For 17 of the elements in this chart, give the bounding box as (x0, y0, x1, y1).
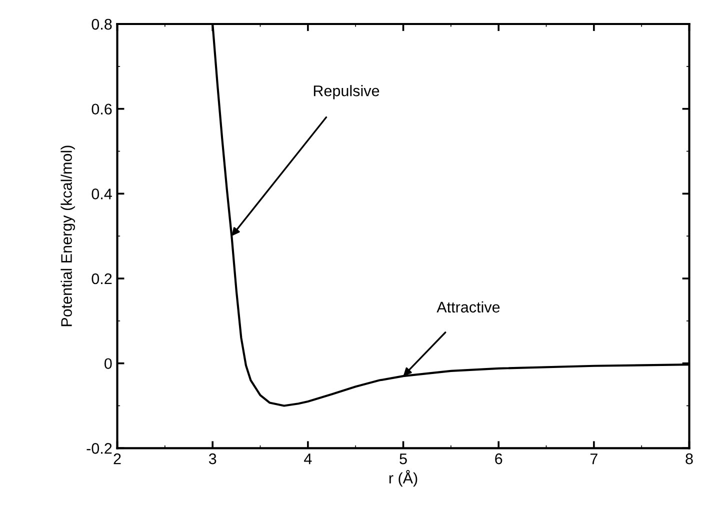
x-tick-label: 6 (495, 453, 502, 464)
annotation: Repulsive (314, 85, 380, 100)
y-tick-label: -0.2 (86, 443, 112, 454)
y-tick-label: 0.6 (92, 104, 112, 115)
y-tick-label: 0.2 (92, 273, 112, 284)
annotation: Attractive (436, 301, 500, 313)
x-axis-title: r (Å) (389, 470, 418, 487)
x-tick-label: 8 (686, 453, 693, 464)
y-tick-label: 0 (104, 358, 112, 370)
x-tick-label: 3 (208, 453, 216, 464)
y-axis-title: Potential Energy (kcal/mol) (60, 146, 75, 326)
x-tick-label: 5 (400, 454, 407, 464)
x-tick-label: 4 (304, 454, 312, 464)
x-tick-label: 2 (114, 453, 121, 464)
y-tick-label: 0.8 (92, 18, 112, 30)
y-tick-label: 0.4 (92, 188, 112, 200)
x-tick-label: 7 (590, 454, 598, 464)
